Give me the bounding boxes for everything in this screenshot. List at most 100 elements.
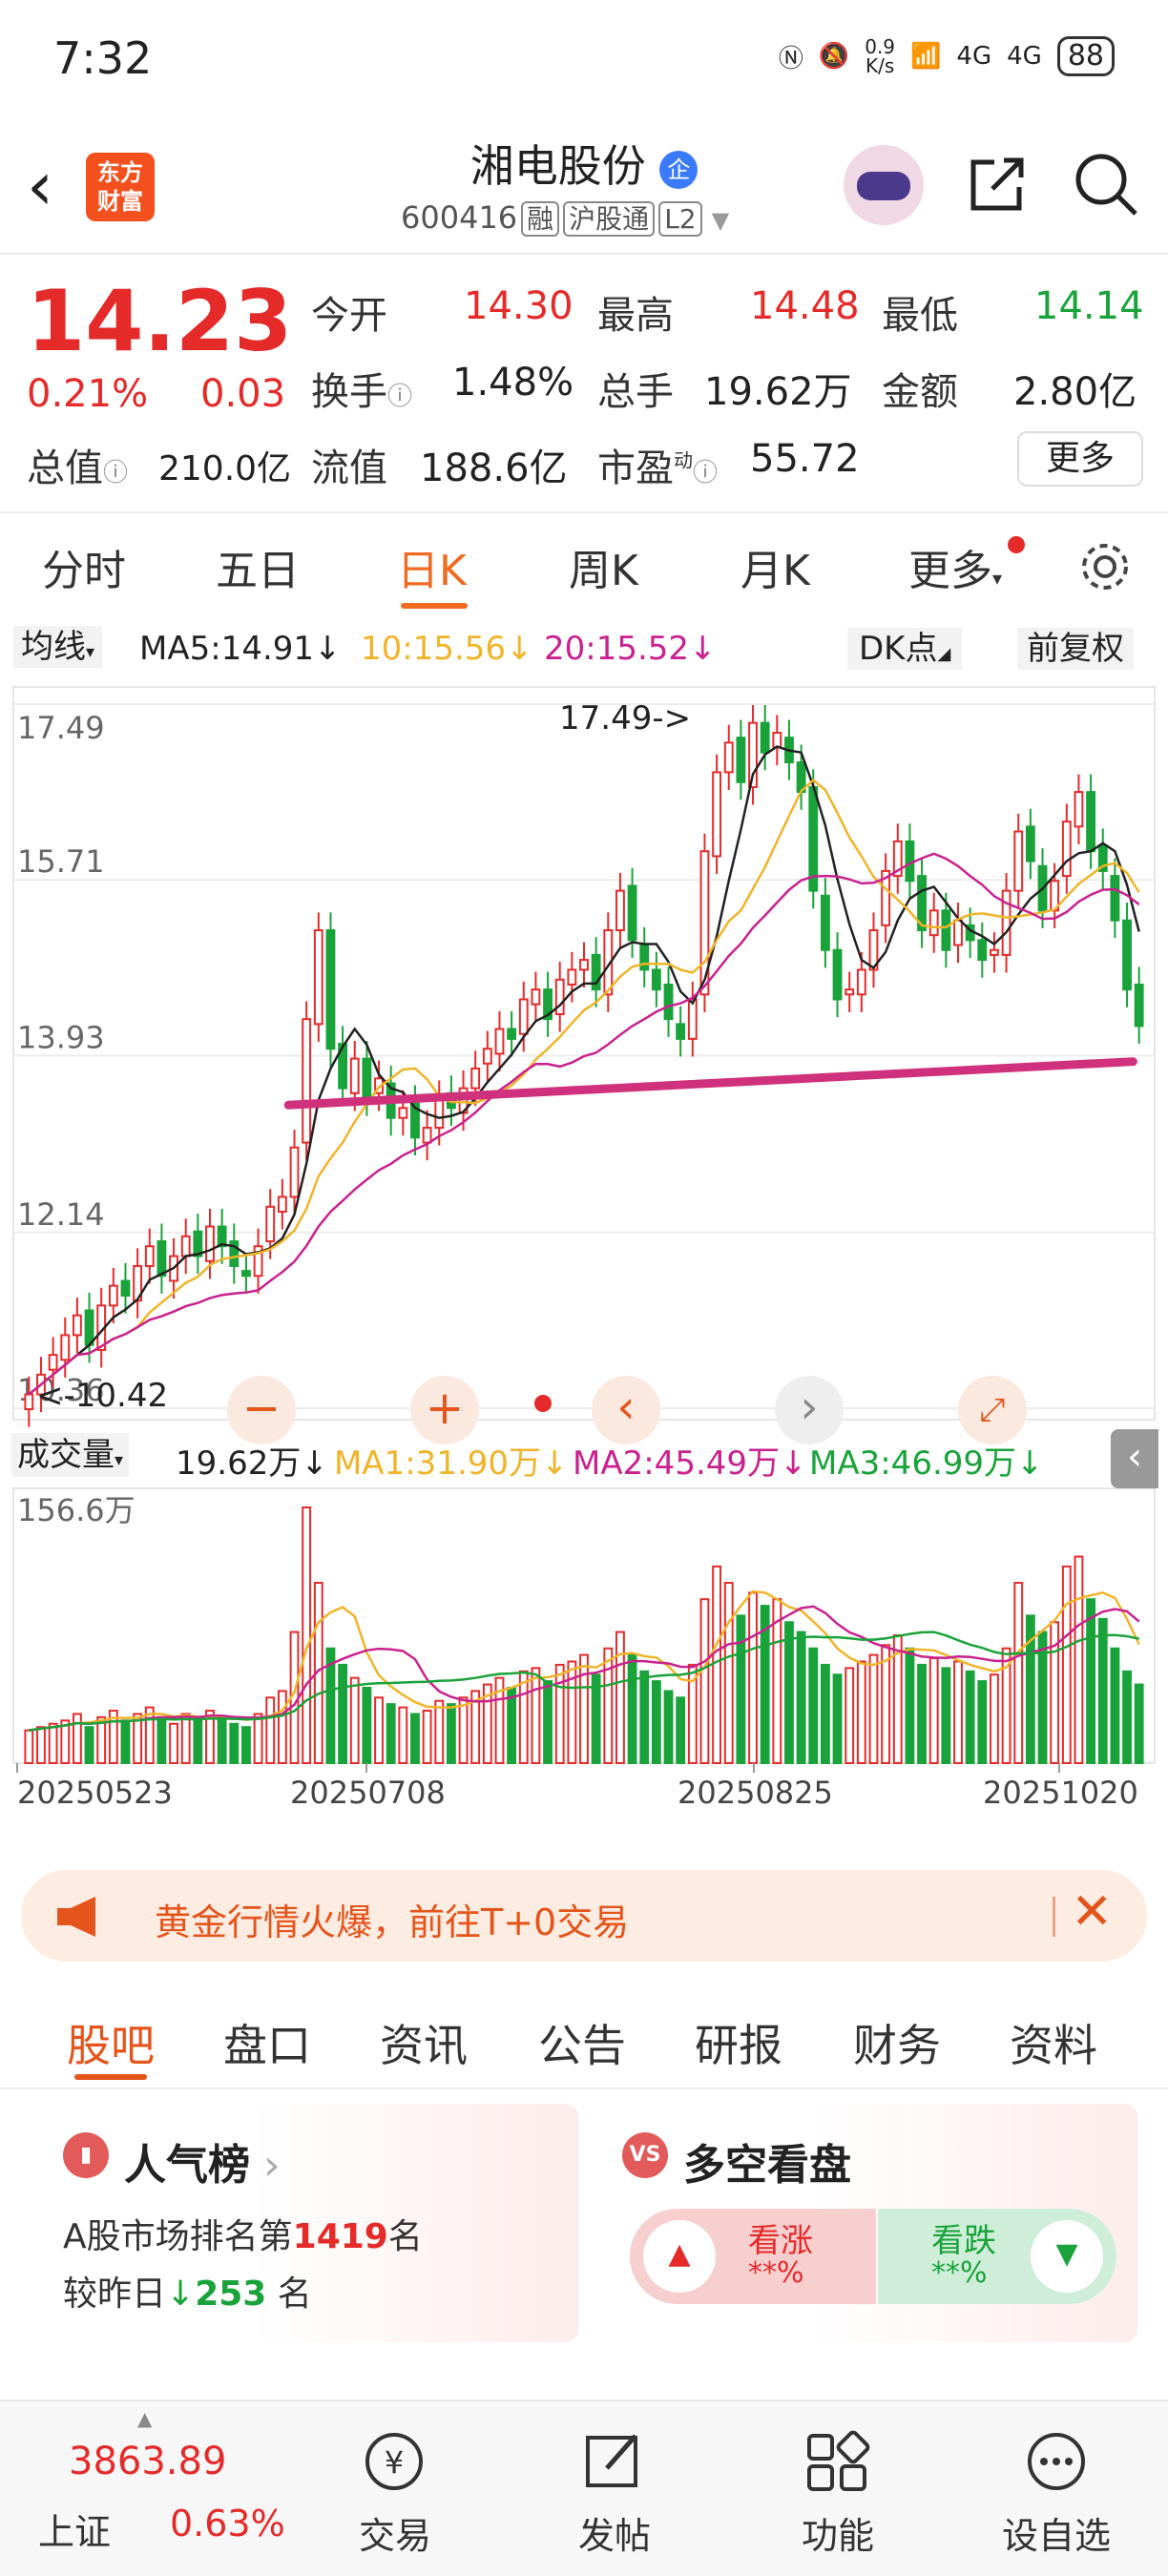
candle-body [1134, 983, 1144, 1028]
zoom-out-icon[interactable]: − [227, 1376, 296, 1444]
dk-selector[interactable]: DK点◢ [847, 628, 963, 670]
volume-bar [977, 1680, 988, 1764]
candle-body [760, 721, 770, 754]
nav-add-watchlist[interactable]: 设自选 [1002, 2515, 1112, 2557]
candle-body [338, 1043, 348, 1090]
volume-bar [736, 1614, 746, 1765]
volume-bar [856, 1660, 866, 1764]
promo-banner[interactable]: 黄金行情火爆，前往T+0交易 ✕ [21, 1870, 1147, 1962]
candle-body [627, 884, 637, 942]
more-dots-icon[interactable] [1023, 2430, 1090, 2493]
dropdown-icon[interactable]: ▼ [711, 207, 730, 234]
ma10-line [28, 779, 1140, 1396]
bull-pct: **% [748, 2256, 804, 2290]
apps-grid-icon[interactable] [803, 2430, 870, 2493]
fullscreen-icon[interactable]: ⤢ [958, 1376, 1027, 1444]
share-icon[interactable] [966, 153, 1029, 216]
volume-bar [796, 1631, 806, 1764]
nav-trade[interactable]: 交易 [359, 2515, 432, 2557]
volume-bar [832, 1673, 843, 1764]
volume-bar [374, 1696, 384, 1765]
tab-news[interactable]: 资讯 [380, 2020, 468, 2071]
price-panel-frame [12, 686, 1156, 1421]
index-value[interactable]: 3863.89 [69, 2440, 227, 2483]
nav-post[interactable]: 发帖 [578, 2515, 652, 2557]
trade-yen-icon[interactable]: ¥ [361, 2430, 428, 2493]
volume-bar [205, 1710, 215, 1764]
candle-body [699, 850, 710, 996]
scroll-left-icon[interactable]: ‹ [592, 1376, 660, 1444]
nav-functions[interactable]: 功能 [802, 2515, 875, 2557]
collapse-panel-icon[interactable]: ‹ [1111, 1429, 1158, 1488]
ma20-line [28, 852, 1140, 1396]
candle-body [108, 1284, 118, 1307]
popularity-card[interactable]: ▮ 人气榜 › A股市场排名第1419名 较昨日↓253 名 [36, 2104, 578, 2342]
volume-bar [917, 1663, 927, 1765]
turnover-value: 1.48% [452, 361, 574, 405]
tab-orderbook[interactable]: 盘口 [223, 2020, 311, 2071]
tab-weekly-k[interactable]: 周K [569, 547, 638, 595]
tab-intraday[interactable]: 分时 [42, 547, 126, 595]
back-icon[interactable]: ‹ [27, 147, 53, 225]
stock-code-row: 600416 融沪股通 L2 ▼ [401, 198, 729, 237]
tab-more[interactable]: 更多▾ [908, 547, 1003, 595]
candle-body [736, 737, 746, 783]
app-logo[interactable]: 东方 财富 [86, 153, 155, 221]
close-icon[interactable]: ✕ [1071, 1883, 1113, 1941]
vol-ma3-line [29, 1631, 1139, 1732]
volume-bar [180, 1713, 191, 1765]
volume-bar [72, 1713, 82, 1765]
volume-bar [579, 1653, 589, 1764]
stock-header: ‹ 东方 财富 湘电股份 企 600416 融沪股通 L2 ▼ [0, 124, 1168, 253]
tab-announcements[interactable]: 公告 [538, 2020, 626, 2071]
candle-body [494, 1028, 505, 1055]
scroll-right-icon[interactable]: › [775, 1376, 844, 1444]
zoom-in-icon[interactable]: + [410, 1376, 479, 1444]
tab-monthly-k[interactable]: 月K [740, 547, 810, 595]
volume-bar [470, 1690, 481, 1765]
tag-margin: 融 [521, 201, 560, 237]
sentiment-title: 多空看盘 [683, 2141, 851, 2190]
compose-icon[interactable] [580, 2430, 647, 2493]
open-value: 14.30 [464, 284, 574, 328]
settings-gear-icon[interactable] [1076, 538, 1134, 595]
bull-button[interactable]: ▲ 看涨 **% [630, 2209, 876, 2304]
volume-selector[interactable]: 成交量▾ [11, 1433, 130, 1477]
status-icons: Ⓝ 🔕 0.9 K/s 📶 4G 4G 88 [779, 36, 1115, 76]
tag-l2: L2 [658, 201, 702, 237]
volume-bar [723, 1582, 734, 1764]
assistant-robot-icon[interactable] [844, 145, 924, 225]
divider [0, 511, 1168, 513]
volume-bar [482, 1683, 492, 1764]
k-line-chart-area[interactable]: 均线▾ MA5:14.91↓ 10:15.56↓ 20:15.52↓ DK点◢ … [0, 620, 1168, 1860]
mktcap-label: 总值ⓘ [27, 447, 129, 490]
tab-research[interactable]: 研报 [695, 2020, 782, 2071]
info-icon[interactable]: ⓘ [103, 459, 129, 488]
info-icon[interactable]: ⓘ [387, 383, 413, 411]
tab-5day[interactable]: 五日 [216, 547, 300, 595]
sentiment-card[interactable]: VS 多空看盘 ▲ 看涨 **% 看跌 **% ▼ [595, 2104, 1137, 2342]
bear-button[interactable]: 看跌 **% ▼ [878, 2209, 1116, 2304]
volume-bar [156, 1715, 167, 1765]
volume-bar [531, 1667, 541, 1765]
float-label: 流值 [311, 447, 387, 490]
divider [0, 253, 1168, 255]
volume-bar [881, 1644, 891, 1765]
expand-up-icon[interactable]: ▲ [137, 2407, 153, 2430]
volume-bar [784, 1621, 794, 1765]
candle-body [1013, 830, 1024, 892]
adjust-selector[interactable]: 前复权 [1017, 628, 1134, 670]
ma20-readout: 20:15.52↓ [544, 630, 717, 668]
tab-daily-k[interactable]: 日K [397, 547, 467, 595]
candle-body [253, 1245, 263, 1278]
volume-bar [24, 1729, 34, 1764]
ma-selector[interactable]: 均线▾ [13, 626, 103, 668]
tab-financials[interactable]: 财务 [853, 2020, 941, 2071]
tab-profile[interactable]: 资料 [1010, 2020, 1097, 2071]
mktcap-value: 210.0亿 [158, 449, 292, 488]
more-button[interactable]: 更多 [1017, 431, 1143, 487]
candle-body [615, 889, 625, 932]
info-icon[interactable]: ⓘ [693, 459, 719, 488]
search-icon[interactable] [1073, 151, 1139, 218]
tab-forum[interactable]: 股吧 [67, 2020, 155, 2071]
